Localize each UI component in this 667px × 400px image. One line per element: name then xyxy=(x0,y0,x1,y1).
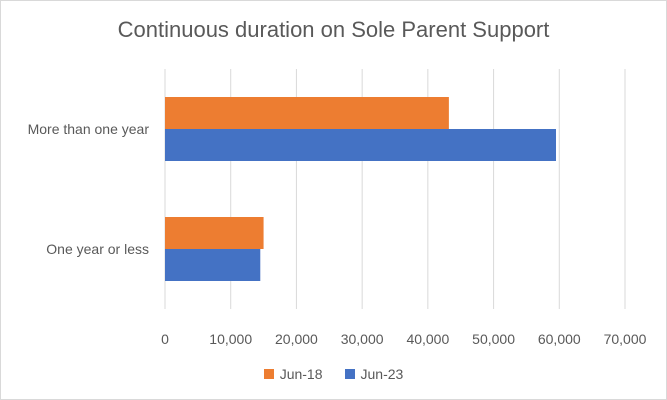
category-label: More than one year xyxy=(28,121,150,137)
bar-jun-23-1 xyxy=(165,249,261,281)
x-tick-label: 70,000 xyxy=(604,331,647,347)
x-tick-label: 60,000 xyxy=(538,331,581,347)
legend-item-jun-23: Jun-23 xyxy=(344,366,404,382)
bar-jun-18-1 xyxy=(165,217,264,249)
legend-item-jun-18: Jun-18 xyxy=(263,366,323,382)
x-tick-label: 20,000 xyxy=(275,331,318,347)
x-tick-label: 30,000 xyxy=(341,331,384,347)
category-label: One year or less xyxy=(46,241,149,257)
legend-swatch-jun-18 xyxy=(263,369,274,379)
legend: Jun-18 Jun-23 xyxy=(1,366,666,382)
bar-jun-18-0 xyxy=(165,97,449,129)
x-tick-label: 40,000 xyxy=(406,331,449,347)
x-tick-label: 10,000 xyxy=(209,331,252,347)
bar-jun-23-0 xyxy=(165,129,556,161)
x-axis-tick-labels: 0 10,000 20,000 30,000 40,000 50,000 60,000 70,… xyxy=(161,331,647,347)
legend-label-jun-23: Jun-23 xyxy=(360,366,404,382)
bars xyxy=(165,97,556,281)
legend-label-jun-18: Jun-18 xyxy=(279,366,323,382)
x-tick-label: 0 xyxy=(161,331,169,347)
x-tick-label: 50,000 xyxy=(472,331,515,347)
category-labels: More than one year One year or less xyxy=(28,121,150,257)
chart-title: Continuous duration on Sole Parent Suppo… xyxy=(117,17,550,42)
legend-swatch-jun-23 xyxy=(344,369,355,379)
